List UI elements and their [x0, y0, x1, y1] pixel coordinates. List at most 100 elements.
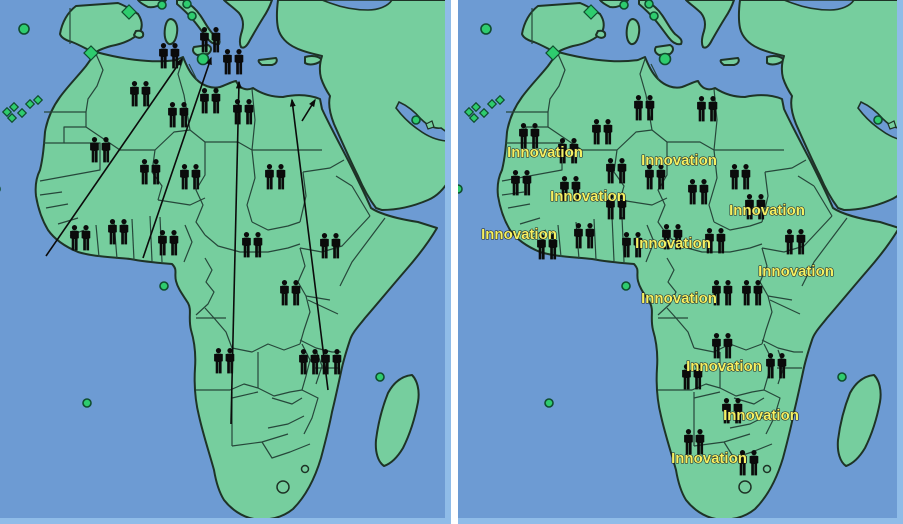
country-border — [246, 149, 256, 223]
country-border — [307, 299, 339, 315]
island-diamond — [16, 107, 28, 119]
innovation-label: Innovation — [758, 263, 834, 280]
country-border — [611, 215, 615, 262]
country-border — [39, 142, 101, 182]
country-border — [149, 215, 153, 262]
island-dot — [837, 372, 847, 382]
country-border — [507, 203, 531, 209]
island-dot — [619, 0, 629, 10]
country-border — [339, 217, 386, 287]
country-border — [651, 129, 715, 151]
landmass — [836, 374, 882, 467]
island-dot — [649, 11, 659, 21]
island-diamond — [121, 4, 137, 20]
island-dot — [544, 398, 554, 408]
map-frame-right — [445, 0, 451, 524]
migration-arrow — [289, 98, 329, 391]
qatar-peninsula — [425, 120, 435, 130]
landmass — [223, 0, 273, 49]
country-border — [729, 415, 767, 429]
innovation-label: Innovation — [641, 290, 717, 307]
island-dot — [159, 281, 169, 291]
innovation-label: Innovation — [641, 152, 717, 169]
island-dot — [458, 184, 463, 194]
country-border — [305, 295, 331, 301]
country-border — [251, 221, 301, 231]
island-diamond — [478, 107, 490, 119]
country-border — [195, 142, 206, 236]
country-border — [251, 88, 256, 151]
country-border — [204, 307, 233, 349]
country-border — [733, 397, 765, 405]
country-border — [769, 299, 801, 315]
country-border — [613, 149, 625, 201]
landmass — [133, 29, 145, 39]
country-border — [801, 217, 848, 287]
country-border — [619, 197, 668, 206]
landmass — [685, 0, 735, 49]
map-frame-right — [897, 0, 903, 524]
country-border — [761, 215, 833, 253]
island-diamond — [32, 94, 44, 106]
country-border — [719, 387, 765, 397]
landmass — [374, 374, 420, 467]
island-diamond — [8, 101, 20, 113]
landmass — [737, 0, 903, 211]
landmass — [496, 51, 900, 521]
island-dot — [480, 23, 492, 35]
island-diamond — [486, 98, 498, 110]
country-border — [763, 389, 781, 435]
country-border — [257, 387, 303, 397]
base-map — [0, 0, 451, 521]
country-border — [797, 175, 815, 187]
enclave-outline — [738, 480, 752, 494]
island-diamond — [494, 94, 506, 106]
landmass — [595, 29, 607, 39]
country-border — [189, 129, 253, 151]
country-border — [95, 224, 100, 258]
country-border — [183, 224, 193, 263]
landmass — [163, 18, 179, 46]
country-border — [131, 218, 135, 261]
country-border — [271, 397, 303, 405]
migration-arrow — [45, 57, 183, 257]
country-border — [713, 221, 763, 231]
country-border — [650, 63, 660, 81]
island-dot — [873, 115, 883, 125]
island-diamond — [463, 106, 475, 118]
country-border — [157, 197, 206, 206]
country-border — [231, 343, 301, 353]
country-border — [764, 159, 807, 173]
landmass — [521, 2, 605, 54]
innovation-label: Innovation — [671, 450, 747, 467]
country-border — [335, 175, 353, 187]
enclave-outline — [300, 464, 310, 474]
landmass — [275, 0, 451, 211]
country-border — [767, 295, 793, 301]
migration-arrow — [301, 98, 316, 122]
innovation-label: Innovation — [507, 144, 583, 161]
island-diamond — [24, 98, 36, 110]
country-border — [666, 307, 695, 349]
country-border — [231, 391, 259, 399]
country-border — [196, 383, 259, 391]
right-map-pane: Innovation Innovation Innovation Innovation… — [458, 0, 903, 524]
island-dot — [375, 372, 385, 382]
left-map-pane — [0, 0, 451, 524]
innovation-label: Innovation — [723, 407, 799, 424]
island-dot — [187, 11, 197, 21]
country-border — [657, 257, 677, 316]
map-frame-bottom — [458, 518, 903, 524]
country-border — [657, 142, 668, 236]
country-border — [351, 185, 371, 217]
island-diamond — [83, 45, 99, 61]
map-gutter — [451, 0, 458, 524]
base-map — [458, 0, 903, 521]
country-border — [547, 53, 566, 113]
landmass — [257, 57, 278, 66]
island-diamond — [545, 45, 561, 61]
country-border — [557, 224, 562, 258]
country-border — [813, 185, 833, 217]
island-diamond — [1, 106, 13, 118]
country-border — [43, 111, 87, 144]
